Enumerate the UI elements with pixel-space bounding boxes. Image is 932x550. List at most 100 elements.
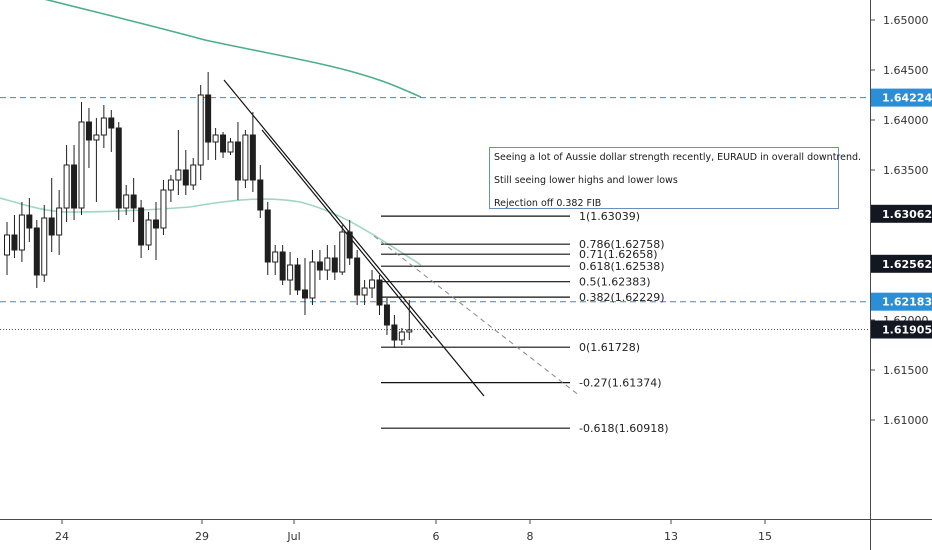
horizontal-levels [0, 97, 870, 330]
annotation-line-3: Rejection off 0.382 FIB [494, 198, 602, 209]
x-tick-label-5: 13 [664, 530, 678, 543]
candle-body [257, 179, 264, 211]
candle-body [100, 117, 107, 136]
trendline-main [223, 79, 485, 397]
fib-label-3: 0.618(1.62538) [579, 260, 665, 273]
candle-body [18, 214, 25, 251]
candle-body [108, 117, 115, 129]
candle-body [138, 207, 145, 246]
candle-body [234, 141, 241, 181]
fib-label-2: 0.71(1.62658) [579, 248, 658, 261]
candle-body [4, 234, 10, 256]
candle-body [361, 287, 368, 296]
candle-body [302, 289, 308, 299]
x-tick-label-4: 8 [527, 530, 534, 543]
price-tag-bg-4 [871, 320, 932, 339]
candle-body [324, 257, 331, 271]
fib-label-1: 0.786(1.62758) [579, 238, 665, 251]
candle-body [167, 179, 174, 191]
fib-label-6: 0(1.61728) [579, 341, 640, 354]
candle-body [294, 264, 301, 291]
candle-body [26, 214, 33, 229]
candle-body [287, 264, 294, 281]
candlesticks [4, 72, 413, 348]
trendlines[interactable] [223, 79, 581, 397]
candle-body [264, 209, 271, 263]
y-tick-label-1: 1.64500 [883, 64, 929, 77]
candle-body [316, 261, 323, 271]
fib-label-8: -0.618(1.60918) [579, 422, 669, 435]
candle-body [33, 227, 40, 276]
candle-body [130, 194, 137, 209]
candle-body [354, 257, 361, 296]
y-tick-label-5: 1.61500 [883, 364, 929, 377]
candle-body [93, 134, 100, 141]
fibonacci-retracement[interactable]: 1(1.63039) 0.786(1.62758)0.71(1.62658)0.6… [381, 210, 669, 435]
fib-label-5: 0.382(1.62229) [579, 291, 665, 304]
candle-body [309, 261, 316, 299]
candle-body [346, 231, 353, 259]
x-tick-label-3: 6 [433, 530, 440, 543]
candle-body [56, 207, 63, 236]
y-tick-label-0: 1.65000 [883, 14, 929, 27]
candle-body [145, 219, 152, 246]
candle-body [48, 217, 55, 236]
candle-body [41, 217, 48, 276]
price-tag-label-2: 1.62562 [882, 258, 932, 271]
candle-body [376, 279, 383, 306]
candle-body [249, 134, 256, 181]
candle-body [279, 251, 286, 281]
candle-body [339, 231, 346, 273]
candle-body [11, 234, 18, 251]
candle-body [85, 121, 92, 141]
fib-label-0: 1(1.63039) [579, 210, 640, 223]
annotation-note[interactable]: Seeing a lot of Aussie dollar strength r… [489, 147, 862, 209]
x-tick-label-6: 15 [758, 530, 772, 543]
x-tick-label-2: Jul [286, 530, 300, 543]
candle-body [383, 304, 390, 326]
candle-body [212, 134, 219, 143]
price-tag-bg-3 [871, 292, 932, 311]
ma-short-line [0, 197, 422, 266]
candle-body [331, 257, 338, 273]
candle-body [123, 194, 130, 209]
price-tag-bg-2 [871, 254, 932, 273]
candle-body [63, 164, 70, 209]
candle-body [398, 331, 405, 341]
price-tag-label-4: 1.61905 [882, 324, 932, 337]
candle-body [220, 134, 227, 153]
price-tag-bg-0 [871, 88, 932, 107]
price-tag-label-1: 1.63062 [882, 208, 932, 221]
candle-body [115, 127, 122, 209]
candle-body [153, 219, 159, 229]
annotation-line-1: Seeing a lot of Aussie dollar strength r… [494, 152, 862, 163]
candle-body [197, 94, 204, 166]
annotation-line-2: Still seeing lower highs and lower lows [494, 175, 678, 186]
candle-body [391, 324, 398, 341]
candle-body [272, 251, 279, 263]
x-tick-label-0: 24 [55, 530, 69, 543]
y-tick-label-2: 1.64000 [883, 114, 929, 127]
y-tick-label-6: 1.61000 [883, 414, 929, 427]
price-tag-bg-1 [871, 204, 932, 223]
price-tags: 1.64224 1.63062 1.62562 1.62183 1.61905 [871, 88, 932, 339]
price-tag-label-3: 1.62183 [882, 296, 932, 309]
candle-body [160, 189, 167, 229]
candle-body [205, 94, 212, 143]
candle-body [190, 164, 197, 186]
candle-body [175, 169, 182, 181]
fib-label-4: 0.5(1.62383) [579, 276, 651, 289]
candle-body [227, 141, 234, 153]
candle-body [71, 164, 78, 209]
trendline-projection [373, 235, 581, 397]
candle-body [182, 169, 189, 186]
candle-body [369, 279, 376, 289]
candle-body [406, 329, 413, 333]
y-tick-label-3: 1.63500 [883, 164, 929, 177]
fib-label-7: -0.27(1.61374) [579, 377, 662, 390]
candle-body [242, 134, 249, 181]
candle-body [78, 121, 85, 209]
price-tag-label-0: 1.64224 [882, 92, 932, 105]
